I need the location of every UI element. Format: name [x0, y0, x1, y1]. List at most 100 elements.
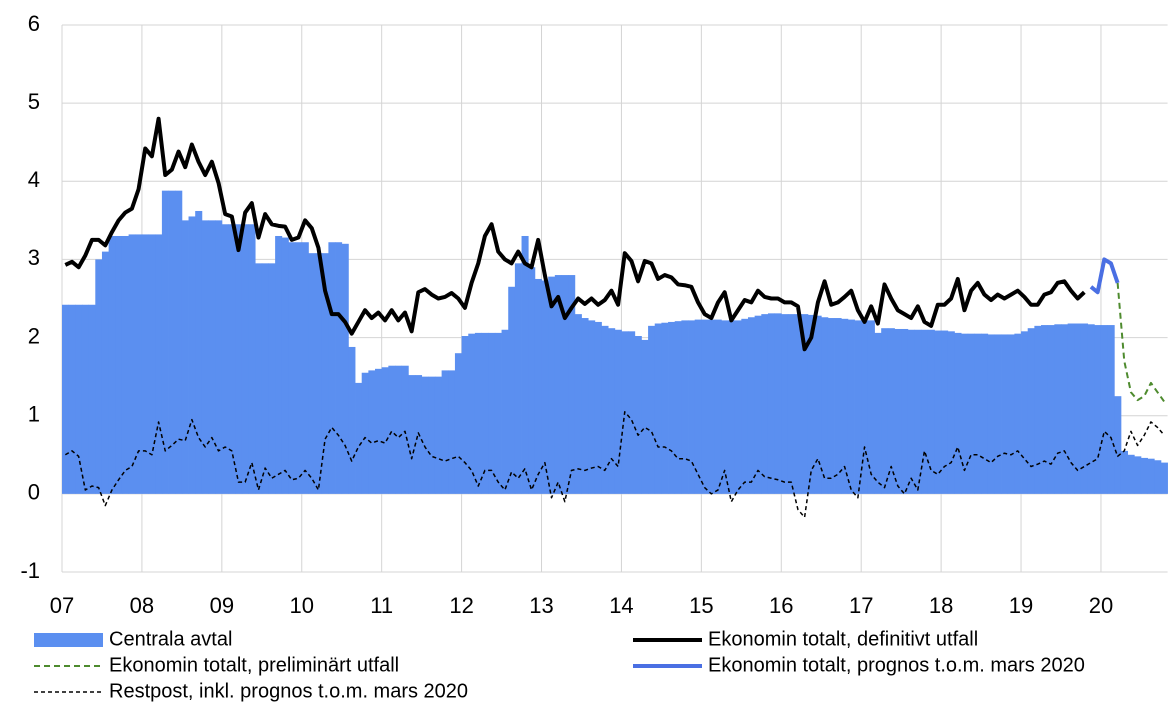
bar — [787, 314, 795, 494]
bar — [1074, 323, 1082, 494]
bar — [947, 331, 955, 494]
y-tick-label: -1 — [20, 558, 40, 583]
bar — [648, 325, 656, 494]
bar — [708, 319, 716, 494]
bar — [148, 234, 156, 494]
bar — [981, 333, 989, 494]
bar — [634, 336, 642, 494]
legend-label: Ekonomin totalt, preliminärt utfall — [109, 654, 399, 676]
bar — [534, 278, 542, 494]
bar — [588, 320, 596, 494]
bar — [1094, 325, 1102, 494]
bar — [581, 318, 589, 494]
bar — [1160, 462, 1168, 494]
bar — [75, 304, 83, 494]
y-tick-label: 3 — [28, 245, 40, 270]
line — [1116, 282, 1166, 403]
bar — [181, 220, 189, 494]
bar — [408, 375, 416, 494]
bar — [887, 328, 895, 494]
bar — [781, 314, 789, 494]
lines — [64, 116, 1166, 519]
bar — [421, 376, 429, 494]
bar — [594, 321, 602, 494]
bar — [395, 365, 403, 494]
bar — [794, 314, 802, 494]
bar — [88, 304, 96, 494]
bar — [714, 319, 722, 494]
legend: Centrala avtal Ekonomin totalt, definitiv… — [34, 628, 1085, 702]
bar — [494, 332, 502, 494]
x-tick-label: 13 — [529, 593, 553, 618]
bar — [488, 332, 496, 494]
bar — [661, 322, 669, 494]
bar — [62, 304, 70, 494]
bar — [255, 263, 263, 494]
bar — [721, 320, 729, 494]
x-tick-label: 15 — [689, 593, 713, 618]
bar — [601, 325, 609, 494]
line — [1089, 257, 1120, 295]
bar — [741, 318, 749, 494]
bar — [1067, 323, 1075, 494]
bar — [68, 304, 76, 494]
bar — [807, 314, 815, 494]
bar — [1027, 328, 1035, 494]
bar — [521, 235, 529, 494]
bar — [834, 318, 842, 494]
bar — [861, 320, 869, 494]
bar — [668, 321, 676, 494]
bar — [654, 323, 662, 494]
bar — [541, 280, 549, 494]
x-tick-label: 16 — [769, 593, 793, 618]
bar — [428, 376, 436, 494]
bar — [115, 235, 123, 494]
bar — [441, 370, 449, 494]
y-tick-label: 6 — [28, 11, 40, 36]
bar — [961, 333, 969, 494]
bar — [901, 328, 909, 494]
bar — [188, 216, 196, 494]
bar — [275, 235, 283, 494]
bar — [761, 314, 769, 494]
bar — [987, 334, 995, 494]
bar — [235, 224, 243, 494]
bar — [1054, 324, 1062, 494]
bar — [747, 317, 756, 494]
bar — [561, 275, 569, 494]
bar — [608, 328, 616, 494]
bar — [841, 318, 849, 494]
bar — [927, 329, 935, 494]
bar — [641, 339, 649, 494]
bar — [701, 319, 709, 494]
bar — [774, 313, 782, 494]
bar — [1147, 458, 1155, 494]
bar — [867, 320, 875, 494]
x-tick-label: 08 — [130, 593, 154, 618]
bar — [434, 376, 443, 494]
bar — [1041, 325, 1049, 494]
bar — [241, 224, 249, 494]
x-tick-label: 17 — [849, 593, 873, 618]
bar — [821, 317, 829, 494]
bar — [688, 320, 696, 494]
bar — [1120, 450, 1128, 494]
bar — [348, 346, 356, 494]
line — [64, 116, 1086, 352]
legend-swatch — [34, 633, 103, 647]
bar — [228, 224, 236, 494]
bar — [128, 234, 136, 494]
bar — [508, 286, 516, 494]
bar — [301, 242, 309, 494]
bar — [914, 329, 922, 494]
bar — [1021, 331, 1029, 494]
bar — [208, 220, 216, 494]
bar — [1100, 325, 1109, 494]
bar — [281, 237, 289, 494]
y-tick-label: 4 — [28, 167, 40, 192]
bar — [847, 319, 855, 494]
bar — [295, 242, 303, 494]
bar — [355, 382, 363, 494]
bar — [554, 275, 562, 494]
